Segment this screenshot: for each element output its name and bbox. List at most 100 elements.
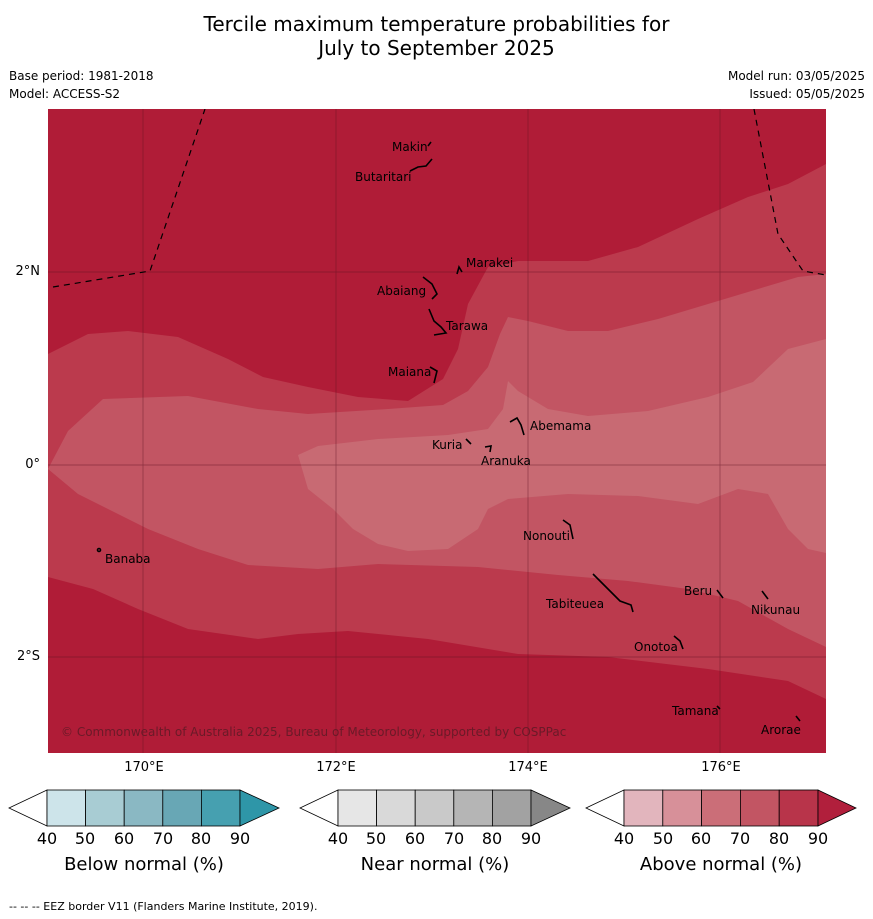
tick-above-90: 90 — [807, 829, 829, 848]
cb-below-arrow-right — [239, 789, 280, 827]
lon-label-176e: 176°E — [701, 760, 741, 775]
label-arorae: Arorae — [761, 723, 801, 737]
island-tamana — [716, 705, 721, 710]
colorbar-near — [299, 789, 571, 827]
island-beru — [716, 589, 724, 599]
graticule — [48, 109, 826, 753]
cb-below-seg-4 — [162, 789, 202, 827]
tick-below-90: 90 — [229, 829, 251, 848]
label-abaiang: Abaiang — [377, 284, 426, 298]
tick-near-50: 50 — [365, 829, 387, 848]
island-makin — [427, 141, 432, 147]
lat-label-0: 0° — [25, 457, 40, 472]
label-maiana: Maiana — [388, 365, 431, 379]
tick-below-60: 60 — [113, 829, 135, 848]
island-arorae — [795, 715, 801, 722]
label-kuria: Kuria — [432, 438, 463, 452]
tick-near-40: 40 — [327, 829, 349, 848]
tick-above-80: 80 — [768, 829, 790, 848]
cb-near-seg-5 — [491, 789, 532, 827]
tick-near-90: 90 — [520, 829, 542, 848]
islands — [96, 141, 801, 722]
meta-right: Model run: 03/05/2025 Issued: 05/05/2025 — [728, 68, 865, 102]
tick-below-70: 70 — [152, 829, 174, 848]
label-abemama: Abemama — [530, 419, 591, 433]
island-nonouti — [562, 519, 574, 540]
island-onotoa — [673, 635, 684, 650]
tick-below-40: 40 — [36, 829, 58, 848]
cb-above-seg-4 — [740, 789, 780, 827]
colorbar-below — [8, 789, 280, 827]
lon-label-172e: 172°E — [316, 760, 356, 775]
lat-label-2s: 2°S — [16, 649, 40, 664]
tick-above-70: 70 — [729, 829, 751, 848]
cb-above-seg-2 — [662, 789, 702, 827]
island-nikunau — [761, 590, 769, 600]
lon-label-170e: 170°E — [124, 760, 164, 775]
label-nikunau: Nikunau — [751, 603, 800, 617]
colorbar-above — [585, 789, 857, 827]
label-tabiteuea: Tabiteuea — [545, 597, 604, 611]
cb-below-arrow-left — [8, 789, 48, 827]
cb-above-arrow-right — [817, 789, 857, 827]
cb-near-seg-1 — [337, 789, 377, 827]
title-line-2: July to September 2025 — [318, 36, 555, 60]
colorbars — [8, 789, 857, 827]
island-banaba — [96, 547, 102, 553]
tick-below-80: 80 — [190, 829, 212, 848]
cb-below-seg-3 — [123, 789, 164, 827]
label-banaba: Banaba — [105, 552, 151, 566]
chart-title: Tercile maximum temperature probabilitie… — [0, 12, 873, 60]
model-name: Model: ACCESS-S2 — [9, 87, 121, 101]
island-marakei — [456, 265, 463, 275]
issued-date: Issued: 05/05/2025 — [749, 87, 865, 101]
eez-border — [52, 109, 826, 288]
cb-near-seg-2 — [376, 789, 416, 827]
island-maiana — [429, 366, 438, 384]
eez-footnote: -- -- -- EEZ border V11 (Flanders Marine… — [9, 900, 318, 913]
copyright-notice: © Commonwealth of Australia 2025, Bureau… — [61, 725, 566, 739]
tick-above-50: 50 — [652, 829, 674, 848]
cb-above-arrow-left — [585, 789, 625, 827]
label-onotoa: Onotoa — [634, 640, 678, 654]
cb-near-seg-3 — [414, 789, 455, 827]
tick-above-40: 40 — [613, 829, 635, 848]
cb-above-seg-3 — [701, 789, 741, 827]
island-tarawa — [428, 308, 448, 336]
lon-label-174e: 174°E — [508, 760, 548, 775]
label-tamana: Tamana — [671, 704, 719, 718]
cb-below-seg-2 — [85, 789, 125, 827]
island-tabiteuea — [592, 573, 634, 613]
cb-below-seg-1 — [46, 789, 86, 827]
label-marakei: Marakei — [466, 256, 513, 270]
label-makin: Makin — [392, 140, 428, 154]
model-run: Model run: 03/05/2025 — [727, 69, 865, 83]
label-beru: Beru — [684, 584, 712, 598]
label-aranuka: Aranuka — [481, 454, 531, 468]
island-kuria — [465, 438, 472, 445]
tick-near-70: 70 — [443, 829, 465, 848]
island-butaritari — [409, 158, 433, 172]
island-aranuka — [484, 445, 492, 453]
label-butaritari: Butaritari — [355, 170, 412, 184]
band-above-50-60 — [298, 339, 826, 553]
tick-near-60: 60 — [404, 829, 426, 848]
label-tarawa: Tarawa — [445, 319, 488, 333]
tick-near-80: 80 — [481, 829, 503, 848]
probability-map: Makin Butaritari Marakei Abaiang Tarawa … — [48, 109, 826, 753]
cb-above-seg-5 — [778, 789, 819, 827]
cb-near-arrow-left — [299, 789, 339, 827]
lat-label-2n: 2°N — [15, 264, 41, 279]
label-below-normal: Below normal (%) — [64, 854, 224, 875]
label-nonouti: Nonouti — [523, 529, 570, 543]
tick-below-50: 50 — [74, 829, 96, 848]
island-abemama — [509, 416, 525, 436]
title-line-1: Tercile maximum temperature probabilitie… — [203, 12, 670, 36]
meta-left: Base period: 1981-2018 Model: ACCESS-S2 — [9, 68, 154, 102]
island-abaiang — [422, 276, 438, 300]
tick-above-60: 60 — [690, 829, 712, 848]
base-period: Base period: 1981-2018 — [9, 69, 154, 83]
cb-near-arrow-right — [530, 789, 571, 827]
label-above-normal: Above normal (%) — [639, 854, 803, 875]
cb-below-seg-5 — [200, 789, 241, 827]
